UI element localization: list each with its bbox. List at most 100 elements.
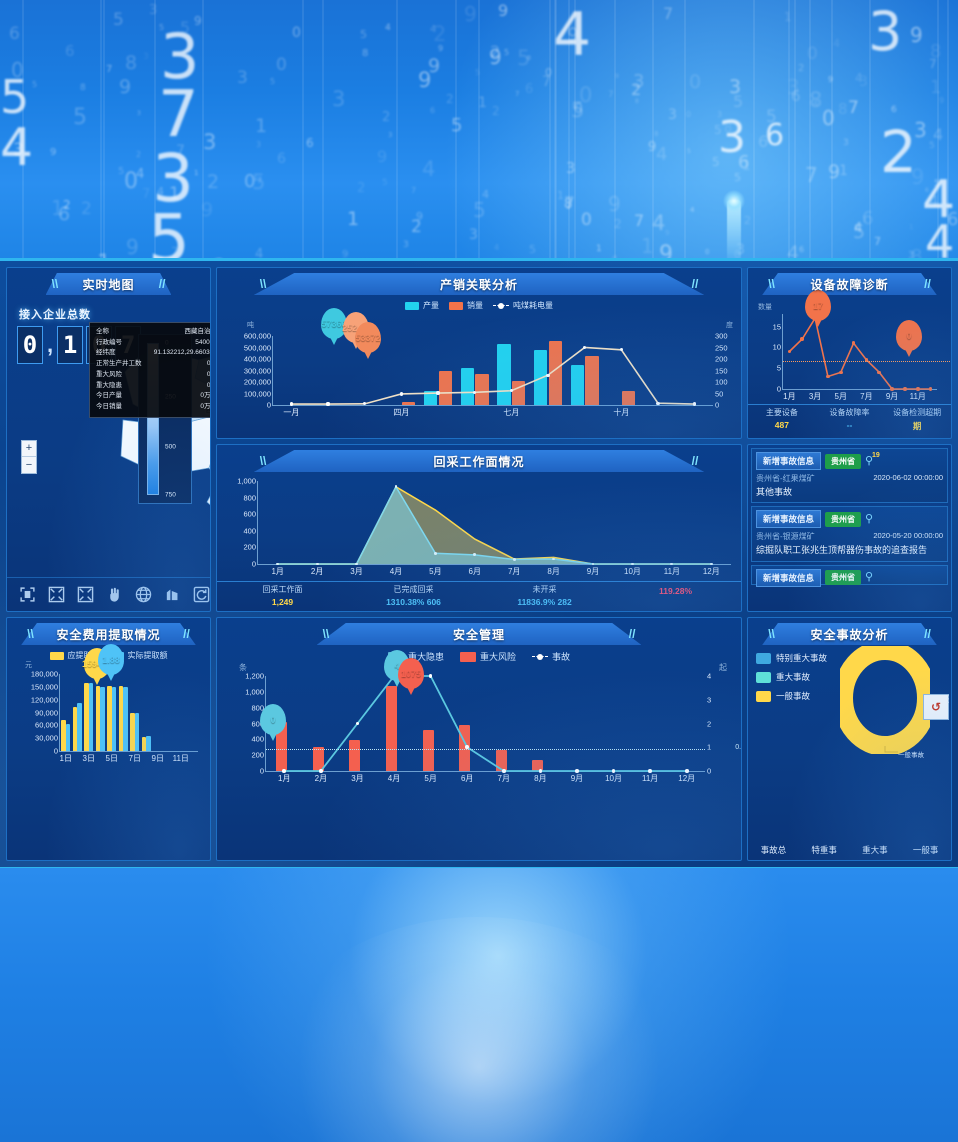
color-legend-tick: 750 <box>165 492 176 499</box>
y-axis-tick: 400 <box>243 526 258 535</box>
bar-actual-cost <box>123 687 127 751</box>
stat-value: 期 <box>883 420 951 432</box>
digit-rain-decoration: 3735432364454802557931458287383656375402… <box>0 0 958 262</box>
news-header: 新增事故信息 贵州省 ⚲ 19 <box>756 452 943 470</box>
panel-accident-news[interactable]: 新增事故信息 贵州省 ⚲ 19 贵州省-红果煤矿 2020-06-02 00:00… <box>747 444 952 612</box>
stat-value: 119.28% <box>610 586 741 596</box>
legend-label: 实际提取额 <box>128 650 168 661</box>
panel-header: \\ 产销关联分析 // <box>254 273 705 295</box>
y2-axis-tick: 200 <box>713 355 728 364</box>
collapse-icon[interactable] <box>77 586 94 603</box>
tooltip-key: 今日销量 <box>96 402 122 413</box>
stat-cell: 设备故障率 -- <box>816 407 884 430</box>
y2-axis-tick: 4 <box>705 672 711 681</box>
data-point <box>903 387 907 391</box>
stat-cell: 119.28% <box>610 584 741 596</box>
stat-label: 设备故障率 <box>816 407 884 418</box>
legend: 产量 销量 吨煤耗电量 <box>217 300 741 311</box>
bar-planned-cost <box>142 737 146 751</box>
stat-cell: 一般事 <box>900 844 951 856</box>
stat-label: 未开采 <box>479 584 610 595</box>
data-point <box>282 769 286 773</box>
x-axis-tick: 6月 <box>469 566 481 577</box>
map-stage[interactable]: 接入企业总数 0 , 1 0 7 + − <box>7 292 210 575</box>
y2-axis-tick: 50 <box>713 389 723 398</box>
data-point <box>316 563 319 566</box>
news-item[interactable]: 新增事故信息 贵州省 ⚲ 贵州省-银源煤矿 2020-05-20 00:00:0… <box>751 506 948 561</box>
panel-realtime-map: \\ 实时地图 // 接入企业总数 0 , 1 0 7 + − <box>6 267 211 612</box>
legend-item: 一般事故 <box>756 690 827 702</box>
news-item[interactable]: 新增事故信息 贵州省 ⚲ <box>751 565 948 585</box>
data-point <box>546 374 549 377</box>
news-datetime: 2020-05-20 00:00:00 <box>873 531 943 542</box>
x-axis-tick: 3月 <box>809 391 821 402</box>
pan-hand-icon[interactable] <box>106 586 123 603</box>
x-axis-tick: 9月 <box>587 566 599 577</box>
data-point <box>839 371 843 375</box>
y-axis-tick: 180,000 <box>31 670 60 679</box>
data-point <box>631 563 634 566</box>
average-value-label: 0.92 <box>735 744 742 751</box>
light-beam-decoration <box>727 200 741 262</box>
bar-chart-icon[interactable] <box>164 586 181 603</box>
accident-stats: 事故总 特重事 重大事 一般事 <box>748 842 951 860</box>
x-axis-tick: 10月 <box>624 566 641 577</box>
news-datetime: 2020-06-02 00:00:00 <box>873 473 943 484</box>
data-point <box>670 563 673 566</box>
data-point <box>513 558 516 561</box>
select-area-icon[interactable] <box>19 586 36 603</box>
balloon-actual: 1.88 <box>98 644 124 675</box>
data-point <box>826 375 830 379</box>
bar-planned-cost <box>73 707 77 751</box>
color-legend-tick: 500 <box>165 444 176 451</box>
expand-icon[interactable] <box>48 586 65 603</box>
tooltip-row: 今日销量0万吨 <box>96 402 211 413</box>
x-axis-tick: 6月 <box>461 773 473 784</box>
panel-title: 安全费用提取情况 <box>56 626 160 643</box>
globe-icon[interactable] <box>135 586 152 603</box>
data-point <box>326 402 329 405</box>
y-axis-tick: 200 <box>251 751 266 760</box>
news-tag: 新增事故信息 <box>756 452 821 470</box>
tooltip-key: 重大风险 <box>96 370 122 381</box>
map-zoom-in-button[interactable]: + <box>22 441 36 457</box>
header-slash-left-icon: \\ <box>260 277 267 291</box>
x-axis-tick: 七月 <box>503 407 519 418</box>
legend-item: 特别重大事故 <box>756 652 827 664</box>
map-zoom-control[interactable]: + − <box>21 440 37 474</box>
refresh-icon[interactable] <box>193 586 210 603</box>
y-axis-unit-right: 起 <box>719 662 727 673</box>
legend-label: 特别重大事故 <box>776 652 827 664</box>
map-zoom-out-button[interactable]: − <box>22 457 36 473</box>
mining-face-stats: 回采工作面 1,249 已完成回采 1310.38% 606 未开采 11836.9%… <box>217 581 741 611</box>
x-axis-tick: 1月 <box>278 773 290 784</box>
more-options-icon[interactable]: ⋮ <box>943 696 952 704</box>
x-axis-tick: 3日 <box>83 753 95 764</box>
y2-axis-tick: 150 <box>713 366 728 375</box>
header-slash-left-icon: \\ <box>260 454 267 468</box>
balloon-min-fault: 0 <box>896 320 922 351</box>
legend-swatch <box>405 302 419 310</box>
legend-item: 重大事故 <box>756 671 827 683</box>
news-list[interactable]: 新增事故信息 贵州省 ⚲ 19 贵州省-红果煤矿 2020-06-02 00:00… <box>748 445 951 611</box>
bar-actual-cost <box>146 736 150 751</box>
stat-cell: 设备检测超期期 <box>883 407 951 432</box>
map-toolbar[interactable] <box>7 577 210 611</box>
news-item[interactable]: 新增事故信息 贵州省 ⚲ 19 贵州省-红果煤矿 2020-06-02 00:00… <box>751 448 948 503</box>
tooltip-row: 重大隐患 0条 <box>96 381 211 392</box>
location-pin-icon: ⚲ <box>865 572 873 583</box>
average-line <box>783 361 952 362</box>
data-point <box>355 563 358 566</box>
x-axis-tick: 12月 <box>703 566 720 577</box>
x-axis-tick: 3月 <box>351 773 363 784</box>
stat-label: 特重事 <box>799 844 850 856</box>
legend-label: 事故 <box>552 650 570 663</box>
y2-axis-tick: 300 <box>713 332 728 341</box>
y-axis-tick: 1,000 <box>245 687 266 696</box>
data-point <box>436 391 439 394</box>
x-axis-tick: 8月 <box>534 773 546 784</box>
header-slash-right-icon: // <box>692 454 699 468</box>
counter-separator: , <box>46 332 54 358</box>
y2-axis-tick: 2 <box>705 719 711 728</box>
tooltip-key: 行政编号 <box>96 338 122 349</box>
